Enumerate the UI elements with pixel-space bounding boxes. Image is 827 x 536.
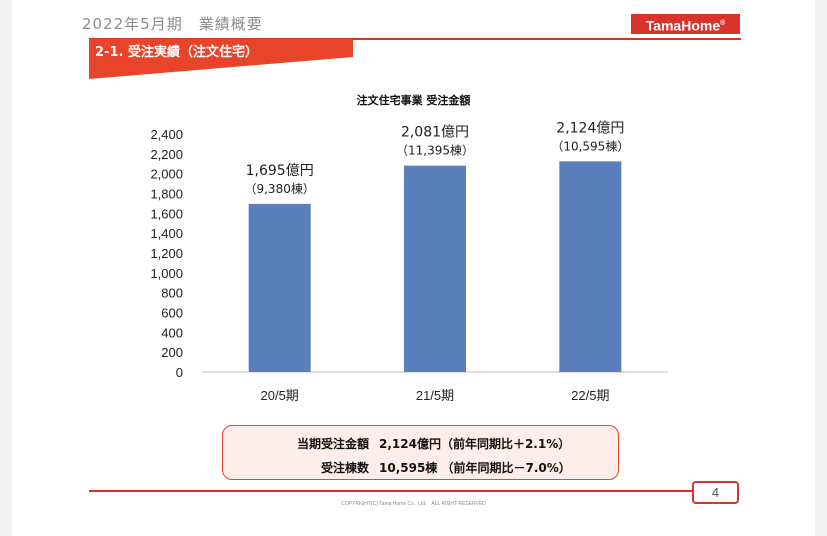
summary-count-label: 受注棟数 <box>320 461 369 475</box>
registered-mark: ® <box>720 20 726 27</box>
y-tick-label: 2,400 <box>150 127 183 142</box>
bar-value-label: 2,124億円 <box>556 120 624 136</box>
copyright-text: COPYRIGHT(C) Tama Home Co., Ltd. ALL RIG… <box>341 501 486 507</box>
bar-count-label: （11,395棟） <box>396 143 474 158</box>
y-tick-label: 800 <box>161 286 183 301</box>
summary-box: 当期受注金額 2,124億円（前年同期比＋2.1%） 受注棟数 10,595棟 … <box>222 425 619 480</box>
footer-divider <box>89 490 693 492</box>
y-tick-label: 0 <box>176 365 183 380</box>
bar <box>404 165 466 372</box>
y-tick-label: 1,600 <box>150 206 183 221</box>
page-number: 4 <box>692 481 739 504</box>
bar-count-label: （9,380棟） <box>244 181 314 196</box>
summary-count-value: 10,595棟 （前年同期比－7.0%） <box>379 461 571 475</box>
bar-count-label: （10,595棟） <box>551 138 629 153</box>
y-tick-label: 2,200 <box>150 147 183 162</box>
tamahome-logo: TamaHome® <box>631 14 740 34</box>
bar-value-label: 1,695億円 <box>246 163 314 179</box>
y-tick-label: 1,800 <box>150 187 183 202</box>
logo-text: TamaHome <box>645 17 721 34</box>
bar <box>559 161 622 372</box>
header-title: 2022年5月期 業績概要 <box>82 15 263 33</box>
bar <box>248 203 311 372</box>
chart-title: 注文住宅事業 受注金額 <box>356 94 471 107</box>
x-category-label: 22/5期 <box>571 388 609 403</box>
y-tick-label: 1,200 <box>150 246 183 261</box>
bar-value-label: 2,081億円 <box>401 125 469 141</box>
y-tick-label: 200 <box>161 345 183 360</box>
bar-chart: 0 200 400 600 800 1,000 1,200 1,400 1,600 1,800 2,… <box>150 120 668 403</box>
y-tick-label: 400 <box>161 325 183 340</box>
header-divider <box>89 38 741 40</box>
summary-amount-value: 2,124億円（前年同期比＋2.1%） <box>379 437 571 451</box>
y-tick-label: 1,400 <box>150 226 183 241</box>
y-tick-label: 1,000 <box>150 266 183 281</box>
y-tick-label: 600 <box>161 306 183 321</box>
section-title: 2-1. 受注実績（注文住宅） <box>95 45 258 60</box>
x-category-label: 21/5期 <box>416 388 454 403</box>
x-category-label: 20/5期 <box>261 388 299 403</box>
summary-amount-label: 当期受注金額 <box>296 437 369 451</box>
y-tick-label: 2,000 <box>150 167 183 182</box>
